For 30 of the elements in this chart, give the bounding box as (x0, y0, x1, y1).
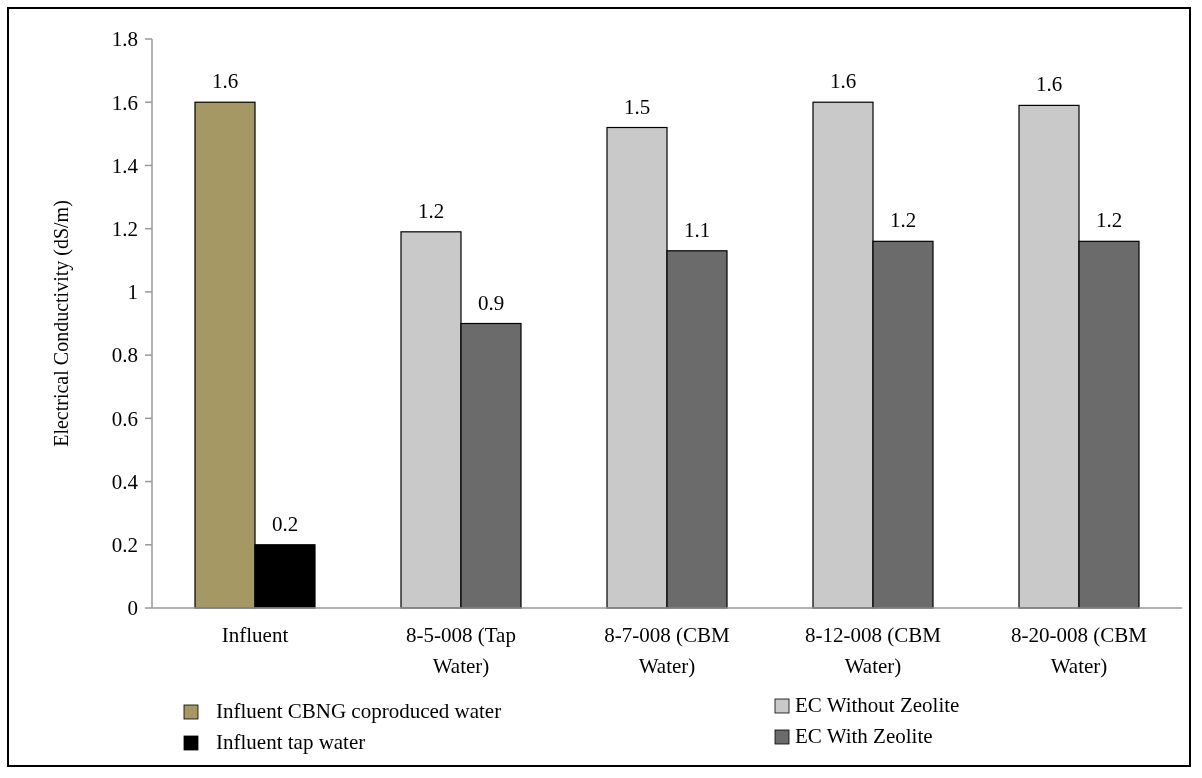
x-tick-label: 8-5-008 (Tap Water) (406, 623, 516, 678)
x-tick-label: Influent (221, 623, 289, 647)
y-tick-label: 1 (127, 280, 138, 305)
data-label: 1.2 (1095, 208, 1123, 233)
x-tick-label: 8-20-008 (CBM Water) (1011, 623, 1148, 678)
data-label: 1.6 (1035, 72, 1063, 97)
y-tick-label: 1.6 (111, 90, 138, 115)
y-tick-label: 1.2 (111, 217, 138, 242)
x-tick-label: 8-12-008 (CBM Water) (805, 623, 942, 678)
y-tick-label: 1.8 (111, 27, 138, 52)
data-label: 1.6 (829, 69, 857, 94)
y-axis-title: Electrical Conductivity (dS/m) (50, 200, 73, 447)
y-tick-label: 0.6 (111, 406, 138, 431)
legend-label: EC Without Zeolite (795, 693, 960, 717)
data-label: 0.2 (271, 511, 299, 536)
data-label: 1.5 (623, 94, 651, 119)
y-tick-label: 0.8 (111, 343, 138, 368)
legend-label: Influent tap water (216, 730, 366, 754)
data-label: 1.2 (889, 208, 917, 233)
y-tick-label: 0.2 (111, 533, 138, 558)
y-tick-label: 1.4 (111, 153, 139, 178)
data-label: 0.9 (477, 290, 505, 315)
data-label: 1.2 (417, 198, 445, 223)
y-tick-label: 0 (127, 596, 138, 621)
y-tick-label: 0.4 (111, 469, 139, 494)
x-tick-label: 8-7-008 (CBM Water) (604, 623, 731, 678)
data-label: 1.1 (683, 217, 711, 242)
legend-label: EC With Zeolite (795, 724, 933, 748)
legend-label: Influent CBNG coproduced water (216, 699, 502, 723)
data-label: 1.6 (211, 69, 239, 94)
